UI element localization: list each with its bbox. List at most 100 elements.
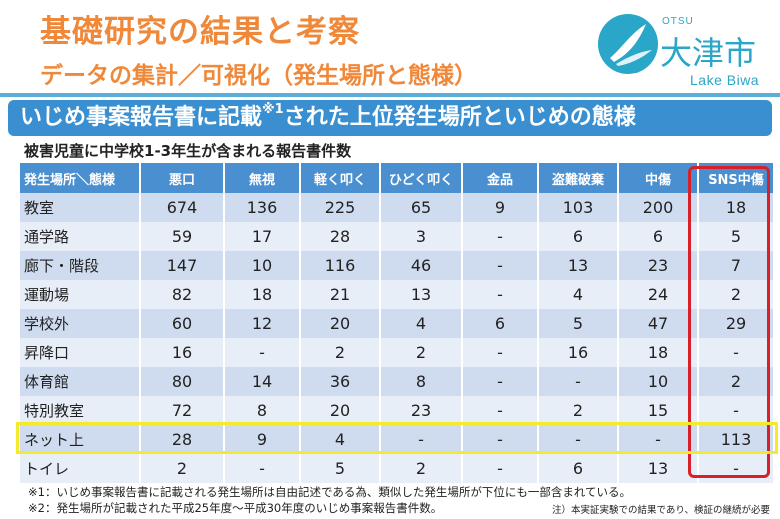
count-cell: 16 [538, 338, 619, 367]
count-cell: 3 [380, 222, 463, 251]
count-cell: 2 [380, 338, 463, 367]
count-cell: - [462, 251, 539, 280]
count-cell: 2 [538, 396, 619, 425]
incident-table: 発生場所＼態様 悪口 無視 軽く叩く ひどく叩く 金品 盗難破棄 中傷 SNS中… [20, 163, 775, 483]
count-cell: - [462, 222, 539, 251]
count-cell: 82 [140, 280, 225, 309]
count-cell: 2 [380, 454, 463, 483]
count-cell: 8 [380, 367, 463, 396]
count-cell: 5 [538, 309, 619, 338]
count-cell: - [462, 338, 539, 367]
count-cell: 21 [300, 280, 381, 309]
count-cell: 20 [300, 309, 381, 338]
location-cell: 運動場 [20, 280, 141, 309]
count-cell: - [698, 396, 775, 425]
page-subtitle: データの集計／可視化（発生場所と態様） [40, 63, 477, 89]
count-cell: 16 [140, 338, 225, 367]
count-cell: - [224, 338, 301, 367]
banner-text-a: いじめ事案報告書に記載 [20, 105, 263, 130]
location-cell: ネット上 [20, 425, 141, 454]
count-cell: 23 [380, 396, 463, 425]
count-cell: 13 [618, 454, 699, 483]
count-cell: 7 [698, 251, 775, 280]
count-cell: 2 [300, 338, 381, 367]
count-cell: 674 [140, 193, 225, 222]
count-cell: 116 [300, 251, 381, 280]
count-cell: 2 [140, 454, 225, 483]
count-cell: 113 [698, 425, 775, 454]
count-cell: 28 [140, 425, 225, 454]
location-cell: 昇降口 [20, 338, 141, 367]
count-cell: 18 [698, 193, 775, 222]
count-cell: 5 [698, 222, 775, 251]
count-cell: 14 [224, 367, 301, 396]
count-cell: - [462, 396, 539, 425]
count-cell: - [698, 338, 775, 367]
table-row: 昇降口 16 - 2 2 - 16 18 - [20, 338, 775, 367]
location-cell: 学校外 [20, 309, 141, 338]
logo-kanji-text: 大津市 [660, 34, 757, 72]
count-cell: 13 [538, 251, 619, 280]
header-cell: 金品 [462, 163, 539, 193]
location-cell: 体育館 [20, 367, 141, 396]
count-cell: 2 [698, 280, 775, 309]
count-cell: - [224, 454, 301, 483]
logo-mark-icon [598, 14, 658, 74]
table-header-row: 発生場所＼態様 悪口 無視 軽く叩く ひどく叩く 金品 盗難破棄 中傷 SNS中… [20, 163, 775, 193]
count-cell: 13 [380, 280, 463, 309]
count-cell: 6 [538, 454, 619, 483]
count-cell: - [462, 454, 539, 483]
otsu-city-logo: OTSU 大津市 Lake Biwa [596, 6, 776, 92]
banner-text-b: された上位発生場所といじめの態様 [283, 105, 636, 130]
section-banner: いじめ事案報告書に記載※1された上位発生場所といじめの態様 [8, 100, 772, 136]
count-cell: 4 [538, 280, 619, 309]
table-row: 廊下・階段 147 10 116 46 - 13 23 7 [20, 251, 775, 280]
count-cell: 47 [618, 309, 699, 338]
header-divider [0, 93, 780, 97]
header-cell: 発生場所＼態様 [20, 163, 141, 193]
page-title: 基礎研究の結果と考察 [40, 14, 360, 50]
count-cell: 4 [300, 425, 381, 454]
count-cell: 147 [140, 251, 225, 280]
header-cell: 盗難破棄 [538, 163, 619, 193]
count-cell: 60 [140, 309, 225, 338]
count-cell: - [462, 280, 539, 309]
logo-small-text: OTSU [662, 16, 694, 27]
count-cell: 4 [380, 309, 463, 338]
count-cell: - [462, 367, 539, 396]
table-row: 体育館 80 14 36 8 - - 10 2 [20, 367, 775, 396]
count-cell: 9 [462, 193, 539, 222]
count-cell: - [618, 425, 699, 454]
count-cell: 103 [538, 193, 619, 222]
table-row: 通学路 59 17 28 3 - 6 6 5 [20, 222, 775, 251]
footnote-2: ※2：発生場所が記載された平成25年度～平成30年度のいじめ事案報告書件数。 [28, 501, 443, 515]
table-row: 学校外 60 12 20 4 6 5 47 29 [20, 309, 775, 338]
count-cell: 23 [618, 251, 699, 280]
count-cell: 36 [300, 367, 381, 396]
count-cell: 2 [698, 367, 775, 396]
count-cell: 200 [618, 193, 699, 222]
table-row: 教室 674 136 225 65 9 103 200 18 [20, 193, 775, 222]
header-cell: 悪口 [140, 163, 225, 193]
count-cell: 59 [140, 222, 225, 251]
logo-english-text: Lake Biwa [690, 72, 760, 88]
count-cell: - [462, 425, 539, 454]
count-cell: 46 [380, 251, 463, 280]
table-row: 特別教室 72 8 20 23 - 2 15 - [20, 396, 775, 425]
count-cell: 136 [224, 193, 301, 222]
count-cell: 80 [140, 367, 225, 396]
location-cell: 教室 [20, 193, 141, 222]
location-cell: 廊下・階段 [20, 251, 141, 280]
disclaimer-note: 注）本実証実験での結果であり、検証の継続が必要 [551, 505, 770, 516]
count-cell: 6 [538, 222, 619, 251]
count-cell: 20 [300, 396, 381, 425]
count-cell: 17 [224, 222, 301, 251]
count-cell: 18 [224, 280, 301, 309]
footnote-1: ※1：いじめ事案報告書に記載される発生場所は自由記述である為、類似した発生場所が… [28, 485, 631, 499]
count-cell: 225 [300, 193, 381, 222]
count-cell: 6 [462, 309, 539, 338]
count-cell: 10 [224, 251, 301, 280]
count-cell: - [538, 367, 619, 396]
count-cell: 15 [618, 396, 699, 425]
table-row: 運動場 82 18 21 13 - 4 24 2 [20, 280, 775, 309]
